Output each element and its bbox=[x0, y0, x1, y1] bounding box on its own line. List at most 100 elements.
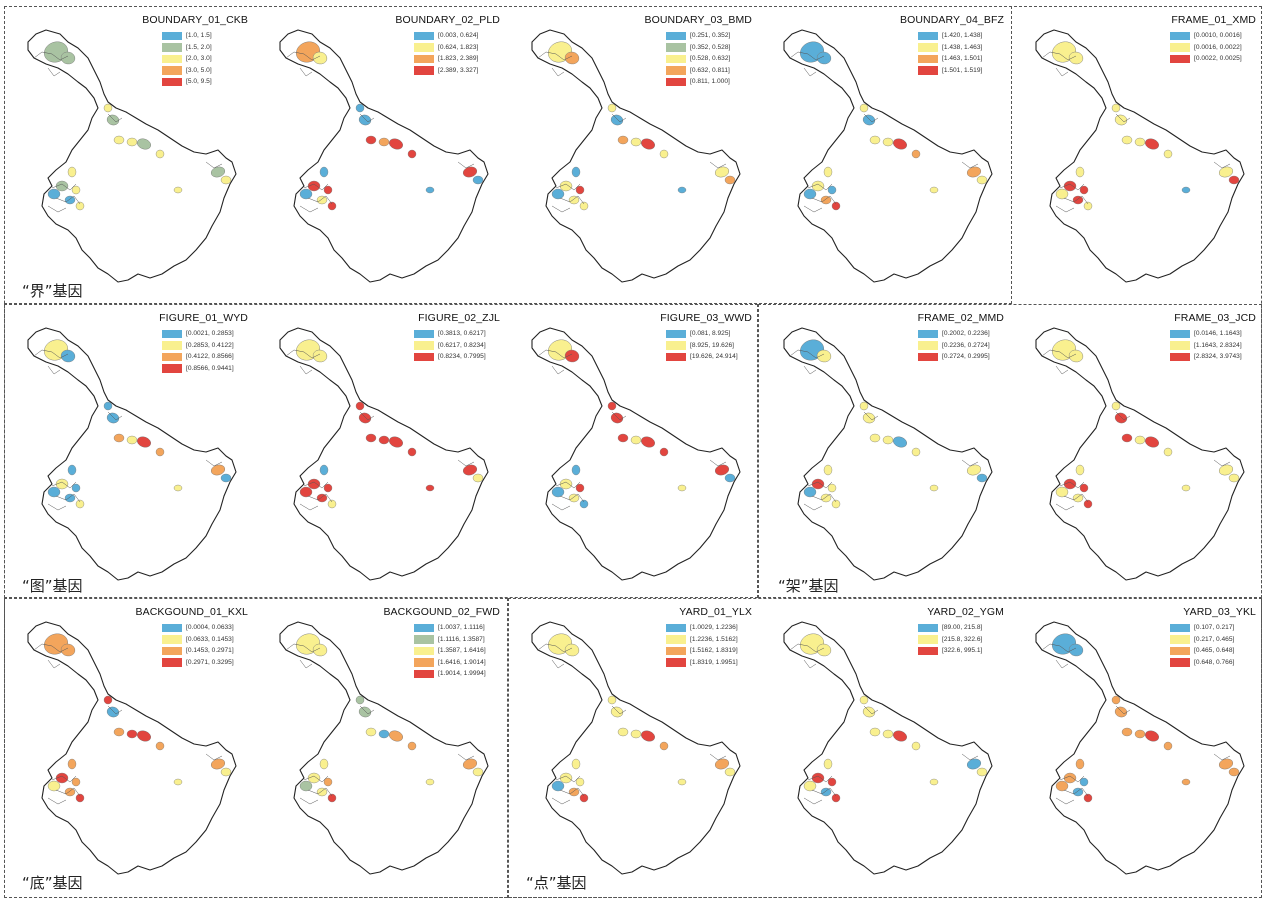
county-boundary bbox=[807, 775, 833, 783]
map-svg bbox=[1035, 29, 1245, 283]
legend-swatch bbox=[1170, 352, 1190, 361]
map-panel-backgound-01-kxl: BACKGOUND_01_KXL [0.0004, 0.0633] [0.0633,… bbox=[8, 604, 252, 894]
region-patch-orange bbox=[1228, 767, 1240, 777]
region-patch-red bbox=[641, 138, 655, 150]
county-boundary bbox=[961, 753, 979, 761]
legend-item: [89.00, 215.8] bbox=[918, 622, 1004, 634]
group-box-jie bbox=[4, 6, 1012, 304]
region-patch-orange bbox=[113, 433, 125, 443]
legend-item: [0.0633, 0.1453] bbox=[162, 634, 248, 646]
county-boundary bbox=[107, 705, 123, 715]
region-patch-yellow bbox=[155, 149, 165, 159]
region-patch-yellow bbox=[724, 767, 736, 777]
region-patch-yellow bbox=[1218, 166, 1234, 178]
province-outline bbox=[279, 29, 489, 283]
region-patch-blue bbox=[103, 401, 113, 411]
legend-label: [1.1643, 2.8324] bbox=[1194, 341, 1242, 349]
region-patch-yellow bbox=[173, 186, 183, 194]
legend-item: [0.465, 0.648] bbox=[1170, 645, 1256, 657]
region-patch-red bbox=[1145, 138, 1159, 150]
province-outline bbox=[27, 29, 237, 283]
legend-label: [1.823, 2.389] bbox=[438, 55, 479, 63]
legend-item: [0.3813, 0.6217] bbox=[414, 328, 500, 340]
legend-item: [1.0037, 1.1116] bbox=[414, 622, 500, 634]
legend-label: [0.003, 0.624] bbox=[438, 32, 479, 40]
legend: [0.003, 0.624] [0.624, 1.823] [1.823, 2.38… bbox=[414, 30, 500, 76]
county-boundary bbox=[205, 753, 223, 761]
legend: [89.00, 215.8] [215.8, 322.6] [322.6, 995.… bbox=[918, 622, 1004, 657]
county-boundary bbox=[1055, 365, 1069, 375]
region-patch-red bbox=[355, 401, 365, 411]
region-patch-red bbox=[1145, 730, 1159, 742]
legend-label: [0.3813, 0.6217] bbox=[438, 330, 486, 338]
group-box-tu bbox=[4, 304, 758, 598]
region-patch-red bbox=[714, 464, 730, 476]
region-patch-orange bbox=[462, 758, 478, 770]
region-patch-blue bbox=[1072, 787, 1084, 797]
region-patch-blue bbox=[579, 499, 589, 509]
county-boundary bbox=[285, 349, 321, 359]
region-patch-orange bbox=[407, 741, 417, 751]
county-boundary bbox=[299, 503, 319, 511]
region-patch-blue bbox=[862, 114, 876, 126]
legend-label: [1.438, 1.463] bbox=[942, 43, 983, 51]
county-boundary bbox=[1055, 659, 1069, 669]
legend-item: [0.632, 0.811] bbox=[666, 65, 752, 77]
region-patch-red bbox=[389, 138, 403, 150]
region-patch-red bbox=[575, 185, 585, 195]
legend-label: [0.0016, 0.0022] bbox=[1194, 43, 1242, 51]
region-patch-yellow bbox=[882, 435, 894, 445]
county-boundary bbox=[299, 67, 313, 77]
county-boundary bbox=[307, 787, 333, 797]
region-patch-red bbox=[425, 484, 435, 492]
legend-swatch bbox=[414, 352, 434, 361]
legend-item: [0.2724, 0.2995] bbox=[918, 351, 1004, 363]
region-patch-blue bbox=[610, 114, 624, 126]
province-outline bbox=[783, 621, 993, 875]
legend-label: [0.217, 0.465] bbox=[1194, 635, 1235, 643]
legend-label: [0.0633, 0.1453] bbox=[186, 635, 234, 643]
county-boundary bbox=[107, 411, 123, 421]
region-patch-blue bbox=[64, 195, 76, 205]
region-patch-orange bbox=[1111, 695, 1121, 705]
legend-item: [0.8566, 0.9441] bbox=[162, 363, 248, 375]
legend-item: [0.107, 0.217] bbox=[1170, 622, 1256, 634]
region-patch-yellow bbox=[220, 175, 232, 185]
county-boundary bbox=[359, 705, 375, 715]
legend-swatch bbox=[666, 623, 686, 632]
region-patch-yellow bbox=[472, 473, 484, 483]
legend-swatch bbox=[1170, 54, 1190, 63]
region-patch-orange bbox=[820, 195, 832, 205]
county-boundary bbox=[47, 797, 67, 805]
legend-swatch bbox=[414, 43, 434, 52]
region-patch-blue bbox=[425, 186, 435, 194]
region-patch-orange bbox=[714, 758, 730, 770]
legend-label: [0.0004, 0.0633] bbox=[186, 624, 234, 632]
legend: [0.0146, 1.1643] [1.1643, 2.8324] [2.8324,… bbox=[1170, 328, 1256, 363]
region-patch-red bbox=[1145, 436, 1159, 448]
province-outline bbox=[783, 327, 993, 581]
region-patch-red bbox=[893, 730, 907, 742]
region-patch-yellow bbox=[571, 758, 581, 770]
region-patch-red bbox=[610, 412, 624, 424]
map-panel-yard-02-ygm: YARD_02_YGM [89.00, 215.8] [215.8, 322.6][… bbox=[764, 604, 1008, 894]
region-patch-blue bbox=[551, 780, 565, 792]
legend-label: [0.0010, 0.0016] bbox=[1194, 32, 1242, 40]
legend-swatch bbox=[414, 646, 434, 655]
legend-swatch bbox=[414, 669, 434, 678]
legend: [1.420, 1.438] [1.438, 1.463] [1.463, 1.50… bbox=[918, 30, 1004, 76]
region-patch-red bbox=[1063, 478, 1077, 490]
region-patch-yellow bbox=[472, 767, 484, 777]
region-patch-yellow bbox=[630, 435, 642, 445]
region-patch-orange bbox=[568, 787, 580, 797]
region-patch-yellow bbox=[568, 493, 580, 503]
region-patch-yellow bbox=[425, 778, 435, 786]
region-patch-yellow bbox=[327, 499, 337, 509]
county-boundary bbox=[559, 787, 585, 797]
map-panel-frame-02-mmd: FRAME_02_MMD [0.2002, 0.2236] [0.2236, 0.2… bbox=[764, 310, 1008, 600]
region-patch-yellow bbox=[312, 349, 328, 363]
region-patch-yellow bbox=[126, 137, 138, 147]
region-patch-blue bbox=[47, 188, 61, 200]
legend-swatch bbox=[162, 66, 182, 75]
region-patch-yellow bbox=[976, 767, 988, 777]
